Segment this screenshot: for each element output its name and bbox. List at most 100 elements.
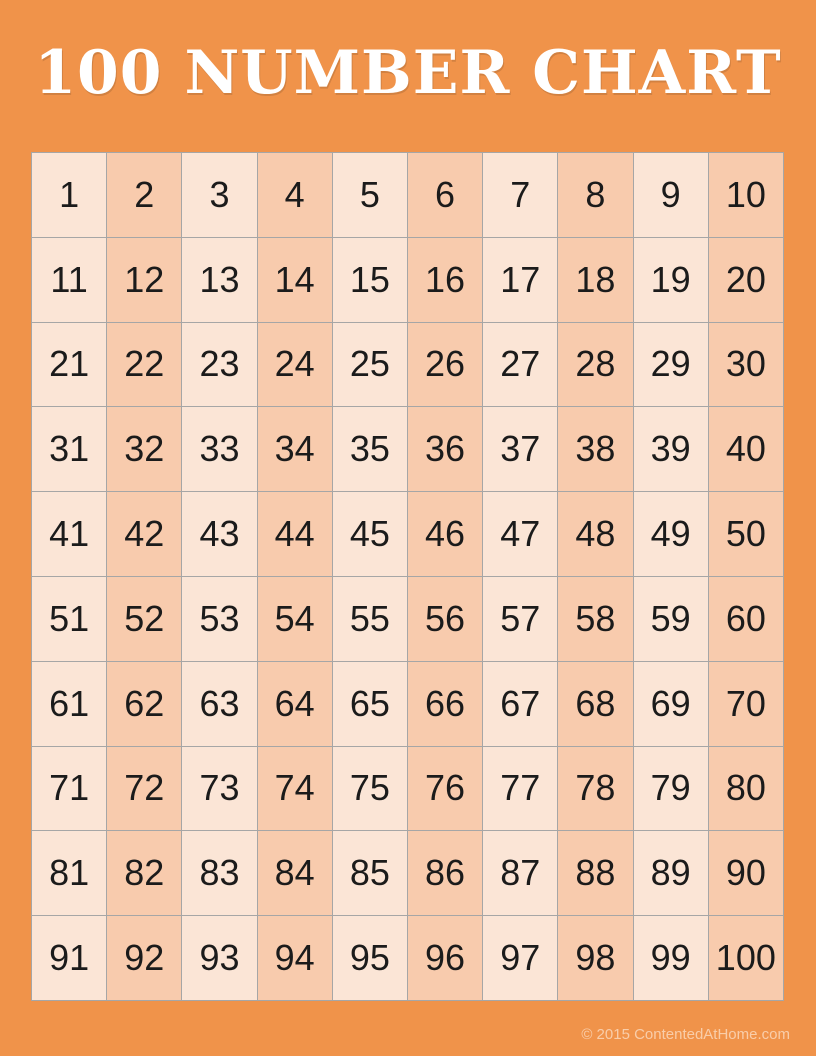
number-cell: 83 bbox=[181, 830, 258, 917]
number-cell: 26 bbox=[406, 321, 484, 408]
number-cell: 53 bbox=[181, 575, 258, 662]
number-cell: 22 bbox=[106, 321, 183, 408]
number-cell: 45 bbox=[331, 491, 408, 577]
number-cell: 44 bbox=[256, 491, 333, 577]
grid-row: 21 22 23 24 25 26 27 28 29 30 bbox=[30, 321, 785, 408]
number-cell: 28 bbox=[557, 321, 634, 408]
number-cell: 21 bbox=[30, 321, 108, 408]
number-cell: 95 bbox=[331, 915, 408, 1001]
number-cell: 79 bbox=[632, 745, 709, 832]
number-cell: 50 bbox=[707, 491, 785, 577]
grid-row: 51 52 53 54 55 56 57 58 59 60 bbox=[30, 575, 785, 662]
number-cell: 3 bbox=[181, 152, 258, 238]
number-cell: 99 bbox=[632, 915, 709, 1001]
number-cell: 67 bbox=[482, 660, 559, 747]
number-cell: 25 bbox=[331, 321, 408, 408]
number-cell: 78 bbox=[557, 745, 634, 832]
number-cell: 29 bbox=[632, 321, 709, 408]
number-cell: 49 bbox=[632, 491, 709, 577]
number-cell: 52 bbox=[106, 575, 183, 662]
number-cell: 68 bbox=[557, 660, 634, 747]
number-cell: 80 bbox=[707, 745, 785, 832]
number-cell: 16 bbox=[406, 236, 484, 323]
number-cell: 56 bbox=[406, 575, 484, 662]
number-cell: 33 bbox=[181, 406, 258, 493]
number-cell: 4 bbox=[256, 152, 333, 238]
number-cell: 34 bbox=[256, 406, 333, 493]
number-cell: 14 bbox=[256, 236, 333, 323]
number-chart-grid: 1 2 3 4 5 6 7 8 9 10 11 12 13 14 15 16 17 18 19 20 21 22 23 24 2… bbox=[30, 152, 785, 1001]
copyright-text: © 2015 ContentedAtHome.com bbox=[581, 1026, 790, 1043]
number-cell: 20 bbox=[707, 236, 785, 323]
number-cell: 36 bbox=[406, 406, 484, 493]
number-cell: 43 bbox=[181, 491, 258, 577]
number-cell: 98 bbox=[557, 915, 634, 1001]
number-cell: 86 bbox=[406, 830, 484, 917]
number-cell: 92 bbox=[106, 915, 183, 1001]
number-cell: 51 bbox=[30, 575, 108, 662]
number-cell: 8 bbox=[557, 152, 634, 238]
number-cell: 63 bbox=[181, 660, 258, 747]
grid-row: 71 72 73 74 75 76 77 78 79 80 bbox=[30, 745, 785, 832]
number-cell: 82 bbox=[106, 830, 183, 917]
number-cell: 60 bbox=[707, 575, 785, 662]
number-cell: 7 bbox=[482, 152, 559, 238]
number-cell: 10 bbox=[707, 152, 785, 238]
number-cell: 32 bbox=[106, 406, 183, 493]
number-cell: 39 bbox=[632, 406, 709, 493]
number-cell: 84 bbox=[256, 830, 333, 917]
number-cell: 64 bbox=[256, 660, 333, 747]
number-cell: 75 bbox=[331, 745, 408, 832]
number-cell: 61 bbox=[30, 660, 108, 747]
number-cell: 37 bbox=[482, 406, 559, 493]
number-cell: 93 bbox=[181, 915, 258, 1001]
number-cell: 46 bbox=[406, 491, 484, 577]
number-cell: 47 bbox=[482, 491, 559, 577]
number-cell: 9 bbox=[632, 152, 709, 238]
number-cell: 2 bbox=[106, 152, 183, 238]
number-cell: 54 bbox=[256, 575, 333, 662]
number-cell: 73 bbox=[181, 745, 258, 832]
grid-row: 91 92 93 94 95 96 97 98 99 100 bbox=[30, 915, 785, 1001]
number-cell: 97 bbox=[482, 915, 559, 1001]
number-cell: 41 bbox=[30, 491, 108, 577]
number-cell: 23 bbox=[181, 321, 258, 408]
number-cell: 87 bbox=[482, 830, 559, 917]
number-cell: 89 bbox=[632, 830, 709, 917]
number-cell: 24 bbox=[256, 321, 333, 408]
number-cell: 62 bbox=[106, 660, 183, 747]
number-cell: 27 bbox=[482, 321, 559, 408]
number-cell: 1 bbox=[30, 152, 108, 238]
number-cell: 38 bbox=[557, 406, 634, 493]
number-cell: 91 bbox=[30, 915, 108, 1001]
number-cell: 30 bbox=[707, 321, 785, 408]
number-cell: 18 bbox=[557, 236, 634, 323]
grid-row: 41 42 43 44 45 46 47 48 49 50 bbox=[30, 491, 785, 577]
number-cell: 81 bbox=[30, 830, 108, 917]
number-cell: 57 bbox=[482, 575, 559, 662]
grid-row: 1 2 3 4 5 6 7 8 9 10 bbox=[30, 152, 785, 238]
grid-row: 31 32 33 34 35 36 37 38 39 40 bbox=[30, 406, 785, 493]
number-cell: 66 bbox=[406, 660, 484, 747]
number-cell: 58 bbox=[557, 575, 634, 662]
number-cell: 88 bbox=[557, 830, 634, 917]
number-cell: 94 bbox=[256, 915, 333, 1001]
grid-row: 81 82 83 84 85 86 87 88 89 90 bbox=[30, 830, 785, 917]
number-cell: 40 bbox=[707, 406, 785, 493]
number-cell: 65 bbox=[331, 660, 408, 747]
number-cell: 31 bbox=[30, 406, 108, 493]
number-cell: 96 bbox=[406, 915, 484, 1001]
number-cell: 90 bbox=[707, 830, 785, 917]
number-cell: 11 bbox=[30, 236, 108, 323]
number-cell: 19 bbox=[632, 236, 709, 323]
number-cell: 35 bbox=[331, 406, 408, 493]
number-cell: 72 bbox=[106, 745, 183, 832]
grid-row: 11 12 13 14 15 16 17 18 19 20 bbox=[30, 236, 785, 323]
number-cell: 15 bbox=[331, 236, 408, 323]
number-cell: 12 bbox=[106, 236, 183, 323]
number-cell: 85 bbox=[331, 830, 408, 917]
number-cell: 55 bbox=[331, 575, 408, 662]
number-cell: 48 bbox=[557, 491, 634, 577]
number-cell: 13 bbox=[181, 236, 258, 323]
number-cell: 70 bbox=[707, 660, 785, 747]
